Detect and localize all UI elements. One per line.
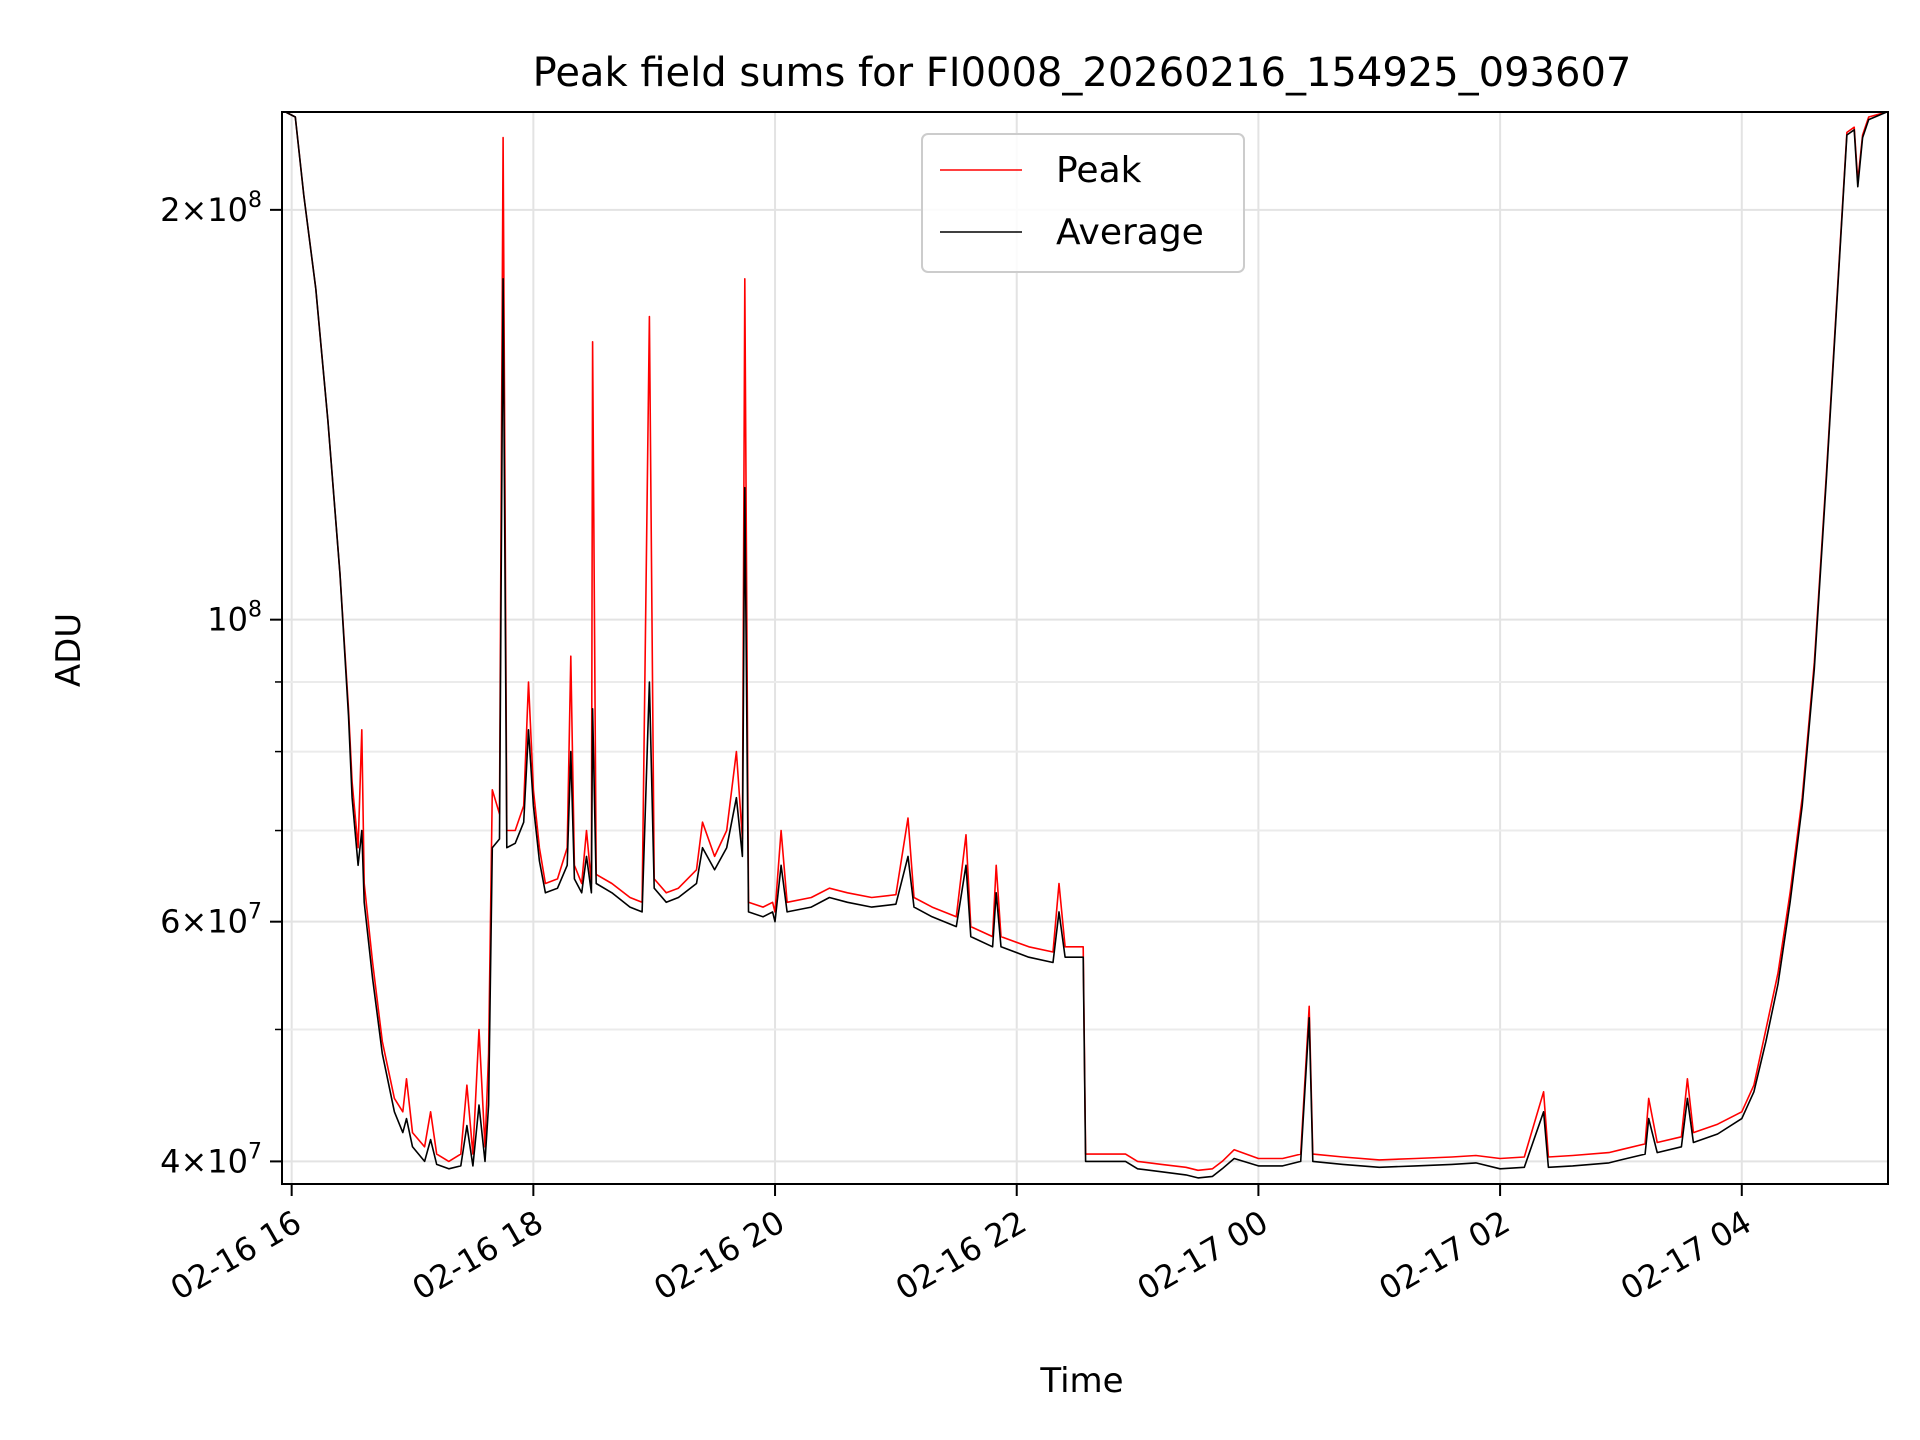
series-line-average <box>285 111 1888 1179</box>
plot-frame <box>281 111 1889 1185</box>
y-tick-label: 108 <box>207 598 262 639</box>
plot-lines <box>285 111 1888 1179</box>
legend: Peak Average <box>921 133 1245 273</box>
chart-title: Peak field sums for FI0008_20260216_1549… <box>533 50 1632 96</box>
series-line-peak <box>285 111 1888 1172</box>
y-axis-label: ADU <box>49 613 89 687</box>
y-tick-label: 4×107 <box>160 1139 262 1180</box>
legend-label-peak: Peak <box>1056 150 1142 191</box>
y-tick-label: 2×108 <box>160 188 262 229</box>
y-tick-label: 6×107 <box>160 900 262 941</box>
x-axis-label: Time <box>1039 1361 1123 1401</box>
y-axis-ticks: 4×107 6×107 108 2×108 <box>160 188 282 1180</box>
legend-box <box>921 133 1245 273</box>
legend-label-average: Average <box>1056 212 1204 253</box>
